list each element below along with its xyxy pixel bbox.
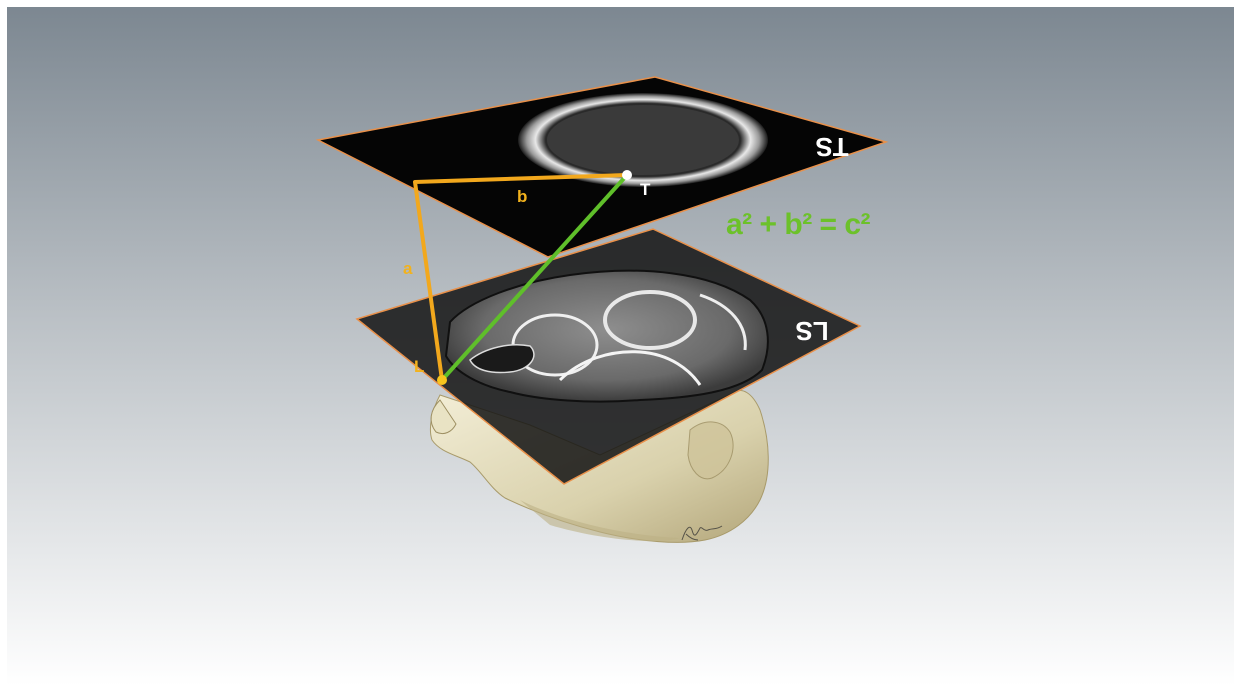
point-L-marker [437,375,447,385]
hypotenuse-c [440,173,629,382]
ct-bone-ridge [558,350,702,386]
pythagorean-equation: a² + b² = c² [726,208,871,241]
leg-lines-ab [413,173,628,381]
frame-border-left [0,0,7,686]
frame-border-right [1234,0,1241,686]
top-plane-label: TS [815,132,848,162]
point-T-label: T [640,180,651,199]
nose-shape [430,399,457,435]
edge-a-label: a [403,259,413,278]
ear-shape [687,421,734,480]
bottom-plane-label: LS [795,316,828,346]
neck-shadow [520,500,680,542]
ct-sinus [469,344,535,374]
ct-bone-arc-right [699,293,747,351]
edge-b-label: b [517,187,527,206]
bottom-plane-LS: LS [355,228,862,485]
frame-border-top [0,0,1241,7]
top-plane-TS: TS [315,76,889,258]
ct-brain-area [547,105,739,175]
point-T-marker [622,170,632,180]
pythagoras-triangle: a b T L [403,170,651,385]
signature [681,525,723,541]
ct-bone-center [603,290,697,350]
point-L-label: L [414,357,424,376]
